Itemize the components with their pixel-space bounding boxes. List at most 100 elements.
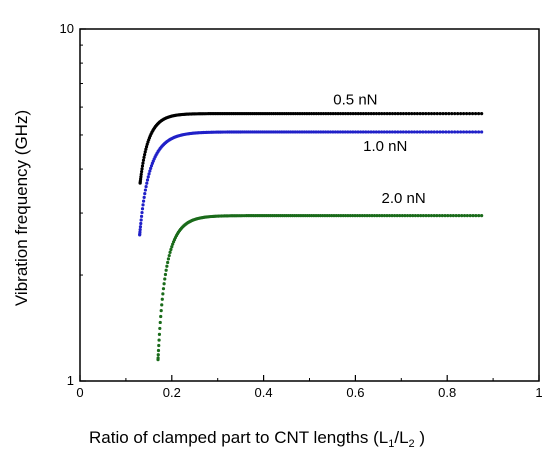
data-point <box>146 175 150 179</box>
data-point <box>319 112 323 116</box>
data-point <box>141 158 146 162</box>
data-point <box>432 130 436 134</box>
data-point <box>413 214 417 218</box>
data-point <box>351 130 355 134</box>
data-point <box>165 264 169 268</box>
series-2 <box>156 214 484 362</box>
data-point <box>156 356 160 360</box>
data-point <box>429 112 434 116</box>
data-point <box>456 130 460 134</box>
data-point <box>464 112 469 116</box>
data-point <box>461 112 466 116</box>
data-point <box>468 214 472 218</box>
data-point <box>415 112 419 116</box>
data-point <box>298 112 302 116</box>
data-point <box>424 130 428 134</box>
x-tick-label: 0.2 <box>163 385 181 400</box>
data-point <box>353 130 358 134</box>
data-point <box>166 257 171 261</box>
data-point <box>429 130 434 134</box>
data-point <box>324 130 328 134</box>
data-point <box>333 130 337 134</box>
data-point <box>326 112 330 116</box>
data-point <box>139 172 143 176</box>
data-point <box>145 178 150 182</box>
data-point <box>470 130 475 134</box>
data-point <box>305 112 309 116</box>
data-point <box>144 145 149 149</box>
data-point <box>457 214 461 218</box>
data-point <box>443 214 447 218</box>
data-point <box>435 214 439 218</box>
data-point <box>143 192 147 196</box>
data-point <box>435 130 439 134</box>
data-point <box>450 112 454 116</box>
data-point <box>404 130 408 134</box>
x-axis-title-main: Ratio of clamped part to CNT lengths (L <box>89 428 388 447</box>
data-point <box>158 320 162 325</box>
data-point <box>453 130 457 134</box>
data-point <box>408 214 412 218</box>
data-point <box>139 221 143 226</box>
data-point <box>354 112 358 116</box>
data-point <box>298 130 302 134</box>
data-point <box>480 130 484 134</box>
data-point <box>140 164 145 168</box>
data-point <box>143 150 147 154</box>
data-point <box>380 130 384 134</box>
data-point <box>398 130 403 134</box>
data-point <box>476 130 481 134</box>
data-point <box>332 214 336 218</box>
data-point <box>341 214 345 218</box>
data-point <box>474 214 478 218</box>
data-point <box>168 250 172 254</box>
data-point <box>321 130 325 134</box>
data-point <box>390 214 394 218</box>
data-point <box>440 214 444 218</box>
data-point <box>480 112 484 116</box>
data-point <box>156 353 160 357</box>
data-point <box>464 130 469 134</box>
data-point <box>139 218 143 222</box>
data-point <box>366 130 371 134</box>
data-point <box>467 130 472 134</box>
data-point <box>309 130 313 134</box>
data-point <box>300 130 304 134</box>
data-point <box>438 130 442 134</box>
data-point <box>451 214 455 218</box>
data-point <box>448 214 453 218</box>
data-point <box>328 130 333 134</box>
data-point <box>284 130 288 134</box>
data-point <box>293 130 297 134</box>
data-point <box>140 167 144 171</box>
data-point <box>403 214 407 218</box>
data-point <box>329 112 333 116</box>
data-point <box>140 210 144 215</box>
plot-border <box>79 28 540 382</box>
annotation-layer: 0.5 nN 1.0 nN 2.0 nN <box>333 92 425 208</box>
data-point <box>365 214 369 218</box>
series-label: 0.5 nN <box>333 92 377 109</box>
data-point <box>141 203 145 207</box>
data-point <box>282 130 286 134</box>
data-point <box>410 112 414 116</box>
data-point <box>284 112 289 116</box>
data-point <box>161 292 165 296</box>
data-point <box>361 112 365 116</box>
data-point <box>426 130 431 134</box>
data-point <box>158 326 162 331</box>
data-point <box>476 112 481 116</box>
data-point <box>346 214 350 218</box>
data-point <box>385 112 389 116</box>
data-point <box>400 214 404 218</box>
data-point <box>385 214 389 218</box>
x-tick-label: 0 <box>76 385 83 400</box>
data-point <box>143 188 148 192</box>
data-point <box>359 130 363 134</box>
data-point <box>407 130 411 134</box>
data-point <box>331 130 335 134</box>
data-point <box>343 214 348 218</box>
data-point <box>390 112 395 116</box>
data-point <box>157 338 161 342</box>
data-point <box>170 245 174 249</box>
